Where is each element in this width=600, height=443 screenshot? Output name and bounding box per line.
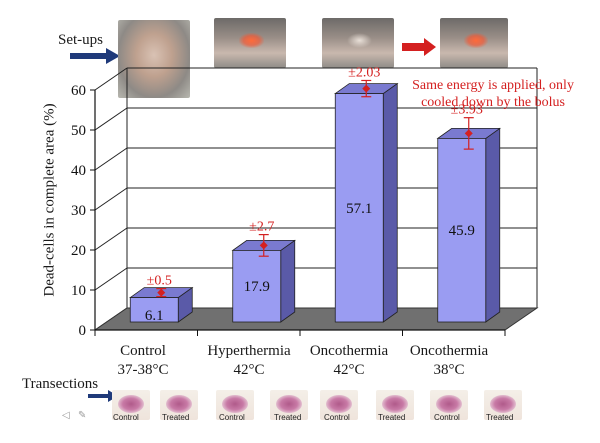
slide-image (320, 390, 358, 420)
gridline-diagonal (94, 187, 128, 211)
category-label-oncothermia-42: Oncothermia 42°C (294, 342, 404, 380)
gridline-diagonal (94, 107, 128, 131)
transections-label: Transections (22, 376, 99, 392)
slide-label: Treated (274, 413, 302, 422)
annotation-line-2: cooled down by the bolus (421, 95, 565, 110)
error-label: ±2.03 (348, 65, 380, 80)
slide-label: Control (324, 413, 350, 422)
slide-label: Control (434, 413, 460, 422)
setups-label: Set-ups (58, 32, 103, 48)
blue-arrow-icon (70, 48, 120, 64)
gridline-diagonal (94, 67, 128, 91)
speaker-icon[interactable]: ◁ (62, 410, 70, 421)
y-tick-label: 10 (71, 283, 86, 299)
bar (129, 297, 179, 323)
slide-image (484, 390, 522, 420)
bar-side (382, 82, 398, 323)
data-point-marker (464, 129, 473, 138)
category-label-line2: 42°C (233, 362, 265, 378)
slide-label: Control (113, 413, 139, 422)
slide-image (112, 390, 150, 420)
y-tick-label: 20 (71, 243, 86, 259)
y-tick-label: 50 (71, 123, 86, 139)
setup-photo-1 (214, 18, 286, 68)
gridline-diagonal (94, 227, 128, 251)
bar-value-label: 45.9 (449, 223, 475, 239)
gridline-diagonal (94, 147, 128, 171)
category-label-line1: Oncothermia (309, 343, 389, 359)
bar-side (280, 239, 296, 323)
category-label-control: Control 37-38°C (88, 342, 198, 380)
slide-label: Treated (378, 413, 406, 422)
slide-image (430, 390, 468, 420)
slide-image (216, 390, 254, 420)
pen-icon[interactable]: ✎ (78, 410, 87, 421)
bar-value-label: 17.9 (244, 279, 270, 295)
blue-arrow-icon (88, 390, 118, 402)
category-label-line1: Oncothermia (409, 343, 489, 359)
gridline-diagonal (94, 267, 128, 291)
category-label-oncothermia-38: Oncothermia 38°C (394, 342, 504, 380)
category-label-line1: Hyperthermia (207, 343, 291, 359)
data-point-marker (157, 288, 166, 297)
error-label: ±0.5 (147, 274, 172, 289)
bar-side (485, 127, 501, 323)
category-label-line1: Control (120, 343, 166, 359)
y-tick-label: 30 (71, 203, 86, 219)
y-tick-label: 40 (71, 163, 86, 179)
mouse-photo (118, 20, 190, 98)
slide-image (376, 390, 414, 420)
slide-image (270, 390, 308, 420)
bar (232, 249, 282, 323)
bar (334, 93, 384, 323)
slide-label: Treated (162, 413, 190, 422)
setup-photo-2 (322, 18, 394, 68)
bar-value-label: 6.1 (145, 308, 164, 324)
error-label: ±2.7 (249, 220, 274, 235)
bar (437, 137, 487, 323)
slide-label: Treated (486, 413, 514, 422)
y-tick-label: 60 (71, 83, 86, 99)
category-label-hyperthermia: Hyperthermia 42°C (194, 342, 304, 380)
category-label-line2: 38°C (433, 362, 465, 378)
data-point-marker (259, 241, 268, 250)
setup-photo-3 (440, 18, 508, 68)
data-point-marker (362, 84, 371, 93)
category-label-line2: 37-38°C (117, 362, 169, 378)
error-label: ±3.93 (451, 103, 483, 118)
bar-value-label: 57.1 (346, 201, 372, 217)
category-label-line2: 42°C (333, 362, 365, 378)
slide-image (160, 390, 198, 420)
annotation: Same energy is applied, only cooled down… (398, 77, 588, 111)
red-arrow-icon (402, 38, 436, 56)
annotation-line-1: Same energy is applied, only (412, 78, 574, 93)
slide-label: Control (219, 413, 245, 422)
y-tick-label: 0 (79, 323, 87, 339)
